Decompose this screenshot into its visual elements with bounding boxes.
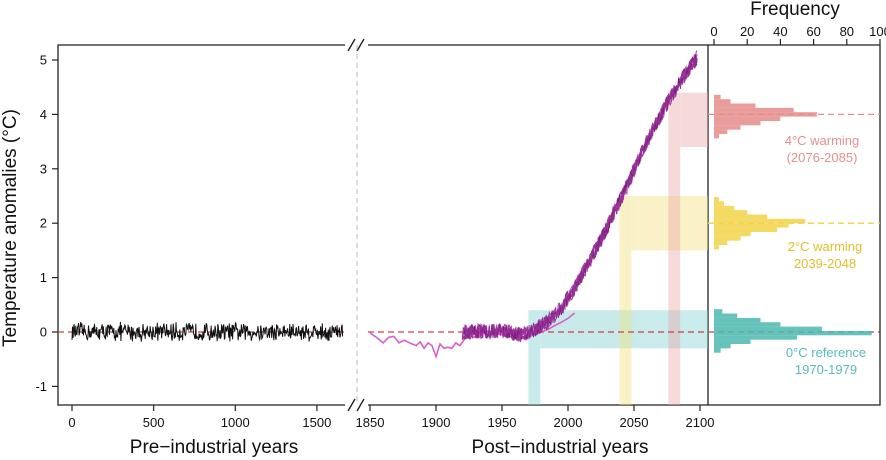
window-horizontal-band (680, 92, 708, 148)
hist-bar (714, 344, 731, 349)
annotation-0c-label: 0°C reference (786, 345, 866, 360)
hist-bar (714, 223, 789, 228)
hist-bar (714, 245, 719, 250)
hist-x-tick-label: 100 (869, 24, 886, 39)
post-panel-frame (368, 44, 709, 406)
window-band-2 (668, 92, 708, 405)
annotation-2c: 2°C warming 2039-2048 (788, 239, 863, 271)
annotation-4c-label: 4°C warming (785, 133, 860, 148)
hist-bar (714, 227, 778, 232)
hist-bar (714, 313, 738, 318)
y-tick-label: 5 (40, 53, 47, 68)
hist-bar (714, 214, 768, 219)
post-industrial-panel: 1850 1900 1950 2000 2050 2100 (356, 44, 880, 430)
hist-group-2 (708, 94, 880, 139)
annotation-0c: 0°C reference 1970-1979 (786, 345, 866, 377)
axis-break-bottom (347, 398, 365, 412)
hist-x-tick-label: 0 (710, 24, 717, 39)
hist-bar (714, 197, 719, 202)
hist-bar (714, 120, 761, 126)
hist-bar (714, 112, 817, 117)
axis-break-bottom-stroke-1 (347, 398, 356, 412)
post-industrial-x-title: Post−industrial years (472, 437, 649, 458)
histogram-title: Frequency (750, 0, 840, 20)
frequency-histogram-panel: 0 20 40 60 80 100 (708, 24, 886, 406)
pre-panel-frame (57, 44, 345, 406)
pre-industrial-panel: 5 4 3 2 1 0 -1 0 500 1000 1500 (35, 38, 365, 430)
annotation-0c-period: 1970-1979 (795, 362, 857, 377)
post-x-tick-label: 1950 (488, 415, 517, 430)
window-horizontal-band (631, 196, 708, 251)
pre-x-tick-label: 1500 (302, 415, 331, 430)
hist-bar (714, 236, 741, 241)
pre-x-tick-label: 500 (143, 415, 165, 430)
window-vertical-band (619, 196, 632, 405)
hist-bar (714, 309, 723, 314)
post-x-tick-label: 2000 (554, 415, 583, 430)
y-tick-label: 1 (40, 270, 47, 285)
hist-bar (714, 205, 734, 211)
pre-industrial-x-title: Pre−industrial years (130, 437, 298, 458)
model-run-line-4 (461, 50, 698, 341)
hist-bar (714, 335, 797, 340)
window-horizontal-band (540, 310, 708, 349)
window-band-0 (528, 310, 708, 405)
hist-bar (714, 240, 728, 245)
y-tick-label: 2 (40, 216, 47, 231)
window-vertical-band (528, 310, 541, 405)
pre-industrial-series-line (71, 321, 344, 342)
y-tick-label: 0 (40, 325, 47, 340)
hist-group-0 (714, 309, 872, 353)
hist-x-tick-label: 20 (740, 24, 754, 39)
hist-bar (714, 218, 806, 224)
annotation-2c-period: 2039-2048 (794, 256, 856, 271)
annotation-4c-period: (2076-2085) (787, 150, 858, 165)
hist-x-tick-label: 60 (806, 24, 820, 39)
annotation-2c-label: 2°C warming (788, 239, 863, 254)
hist-bar (714, 339, 751, 344)
pre-x-tick-label: 0 (68, 415, 75, 430)
hist-bar (714, 317, 761, 323)
post-x-tick-label: 1900 (422, 415, 451, 430)
hist-bar (714, 116, 781, 121)
axis-break-top-stroke-2 (356, 38, 365, 52)
hist-x-tick-label: 80 (840, 24, 854, 39)
hist-bar (714, 125, 741, 130)
hist-group-1 (708, 197, 880, 250)
axis-break-top (347, 38, 365, 52)
hist-bar (714, 326, 822, 331)
model-run-line-5 (461, 58, 698, 343)
hist-bar (714, 99, 731, 104)
y-axis-title: Temperature anomalies (°C) (0, 109, 21, 347)
hist-panel-frame (708, 44, 881, 406)
hist-bar (714, 107, 794, 113)
hist-bar (714, 103, 756, 108)
hist-bar (714, 210, 748, 215)
hist-bar (714, 330, 872, 336)
hist-bar (714, 231, 751, 237)
hist-x-tick-label: 40 (773, 24, 787, 39)
y-tick-label: -1 (35, 379, 47, 394)
hist-bar (714, 348, 721, 353)
hist-bar (714, 94, 721, 100)
window-band-1 (619, 196, 708, 405)
hist-bar (714, 129, 728, 134)
y-tick-label: 3 (40, 161, 47, 176)
post-x-tick-label: 2050 (620, 415, 649, 430)
y-tick-label: 4 (40, 107, 47, 122)
axis-break-bottom-stroke-2 (356, 398, 365, 412)
annotation-4c: 4°C warming (2076-2085) (785, 133, 860, 165)
post-x-tick-label: 1850 (356, 415, 385, 430)
window-vertical-band (668, 92, 681, 405)
hist-bar (714, 322, 781, 327)
hist-bar (714, 134, 719, 139)
axis-break-top-stroke-1 (347, 38, 356, 52)
hist-bar (714, 201, 724, 206)
pre-x-tick-label: 1000 (221, 415, 250, 430)
post-x-tick-label: 2100 (686, 415, 715, 430)
